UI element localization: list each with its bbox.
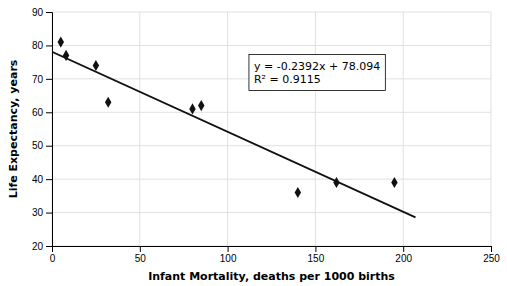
point bbox=[198, 100, 204, 111]
grid-line-y bbox=[52, 45, 491, 46]
y-axis-title: Life Expectancy, years bbox=[7, 59, 20, 198]
point bbox=[391, 177, 397, 188]
grid-line-y bbox=[52, 145, 491, 146]
tick: 80 bbox=[32, 40, 52, 51]
tick: 70 bbox=[32, 74, 52, 85]
tick-label: 90 bbox=[32, 7, 44, 18]
y-axis: 20 30 40 50 60 70 80 90 bbox=[32, 7, 53, 252]
regression-line bbox=[52, 52, 415, 218]
point bbox=[93, 60, 99, 71]
tick: 150 bbox=[308, 246, 325, 264]
point bbox=[333, 177, 339, 188]
tick-mark bbox=[46, 146, 52, 147]
tick-label: 50 bbox=[32, 140, 44, 151]
tick-mark bbox=[46, 246, 52, 247]
tick-mark bbox=[46, 213, 52, 214]
tick-label: 150 bbox=[308, 253, 325, 264]
x-axis: 0 50 100 150 200 250 bbox=[50, 246, 501, 264]
tick-label: 40 bbox=[32, 174, 44, 185]
tick: 50 bbox=[32, 140, 52, 151]
grid-line-y bbox=[52, 212, 491, 213]
tick-label: 30 bbox=[32, 207, 44, 218]
tick-mark bbox=[46, 12, 52, 13]
tick-mark bbox=[46, 45, 52, 46]
chart: 0 50 100 150 200 250 20 30 40 50 60 70 80 90 y = -0.23… bbox=[0, 0, 507, 286]
tick-label: 70 bbox=[32, 74, 44, 85]
tick-label: 250 bbox=[483, 253, 500, 264]
annotation-box bbox=[249, 55, 385, 91]
tick-mark bbox=[140, 246, 141, 252]
x-axis-title: Infant Mortality, deaths per 1000 births bbox=[148, 270, 395, 283]
grid-line-x bbox=[227, 12, 228, 246]
tick: 20 bbox=[32, 241, 52, 252]
tick-mark bbox=[491, 246, 492, 252]
annotation: y = -0.2392x + 78.094R² = 0.9115 bbox=[249, 55, 385, 91]
axis-line bbox=[46, 13, 53, 247]
tick-mark bbox=[315, 246, 316, 252]
tick: 100 bbox=[220, 246, 237, 264]
tick-label: 80 bbox=[32, 40, 44, 51]
tick-label: 200 bbox=[395, 253, 412, 264]
annotation-line: R² = 0.9115 bbox=[254, 73, 321, 86]
tick: 90 bbox=[32, 7, 52, 18]
grid-line-y bbox=[52, 12, 491, 13]
tick: 30 bbox=[32, 207, 52, 218]
tick: 50 bbox=[135, 246, 147, 264]
grid-line-y bbox=[52, 112, 491, 113]
plot: 0 50 100 150 200 250 20 30 40 50 60 70 80 90 y = -0.23… bbox=[32, 7, 500, 264]
annotation-text: y = -0.2392x + 78.094R² = 0.9115 bbox=[254, 60, 380, 86]
tick-label: 100 bbox=[220, 253, 237, 264]
point bbox=[295, 187, 301, 198]
axis-line bbox=[53, 247, 492, 253]
tick-mark bbox=[46, 179, 52, 180]
grid-line-x bbox=[139, 12, 140, 246]
point bbox=[189, 103, 195, 114]
tick: 60 bbox=[32, 107, 52, 118]
annotation-line: y = -0.2392x + 78.094 bbox=[254, 60, 380, 73]
grid-line-x bbox=[491, 12, 492, 246]
grid bbox=[52, 12, 491, 246]
tick: 200 bbox=[395, 246, 412, 264]
tick-label: 50 bbox=[135, 253, 147, 264]
tick: 250 bbox=[483, 246, 500, 264]
tick-mark bbox=[403, 246, 404, 252]
tick-mark bbox=[46, 112, 52, 113]
tick-label: 0 bbox=[50, 253, 56, 264]
grid-line-x bbox=[315, 12, 316, 246]
marks bbox=[52, 37, 415, 218]
point bbox=[105, 97, 111, 108]
point bbox=[58, 37, 64, 48]
tick-label: 60 bbox=[32, 107, 44, 118]
point bbox=[63, 50, 69, 61]
tick-label: 20 bbox=[32, 241, 44, 252]
tick-mark bbox=[228, 246, 229, 252]
grid-line-y bbox=[52, 179, 491, 180]
tick-mark bbox=[46, 79, 52, 80]
tick: 40 bbox=[32, 174, 52, 185]
tick: 0 bbox=[50, 246, 56, 264]
